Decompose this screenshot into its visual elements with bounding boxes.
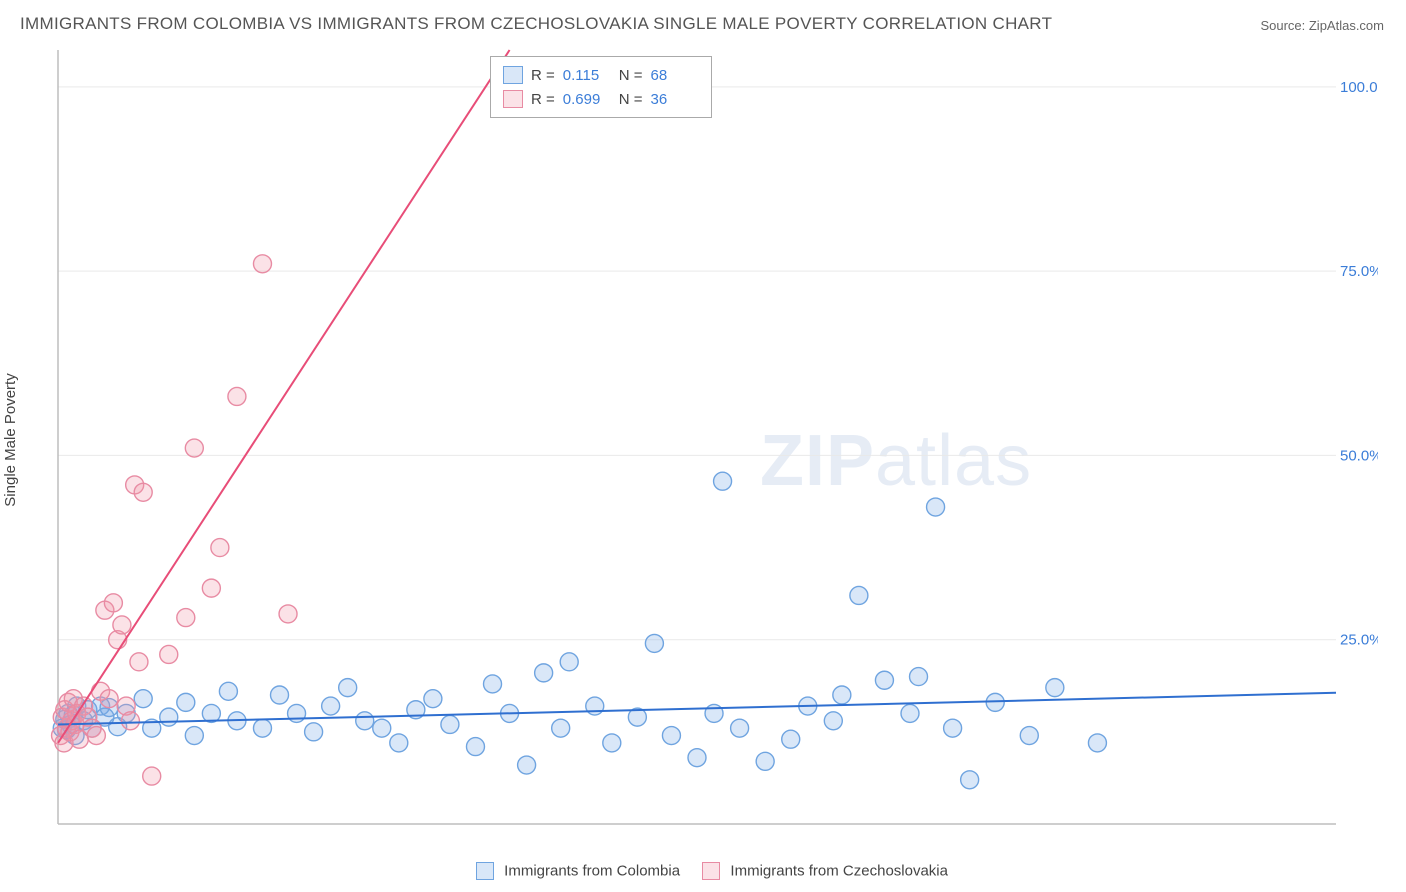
y-tick-label: 50.0% bbox=[1340, 447, 1378, 464]
x-tick-label: 0.0% bbox=[58, 833, 92, 834]
data-point-colombia bbox=[586, 697, 604, 715]
scatter-plot: 25.0% 50.0% 75.0% 100.0% 0.0% 15.0% bbox=[48, 44, 1378, 834]
data-point-colombia bbox=[782, 730, 800, 748]
n-label: N = bbox=[619, 91, 643, 108]
data-point-czech bbox=[121, 712, 139, 730]
data-point-colombia bbox=[645, 634, 663, 652]
r-swatch-czech bbox=[503, 90, 523, 108]
series-legend: Immigrants from Colombia Immigrants from… bbox=[0, 862, 1406, 880]
data-point-czech bbox=[253, 255, 271, 273]
trend-line-colombia bbox=[58, 693, 1336, 725]
r-legend-row-colombia: R = 0.115 N = 68 bbox=[503, 63, 699, 87]
y-axis-label: Single Male Poverty bbox=[2, 373, 19, 506]
y-tick-label: 75.0% bbox=[1340, 263, 1378, 280]
legend-label-czech: Immigrants from Czechoslovakia bbox=[730, 863, 948, 880]
r-swatch-colombia bbox=[503, 66, 523, 84]
data-point-colombia bbox=[756, 752, 774, 770]
data-point-colombia bbox=[1046, 679, 1064, 697]
chart-title: IMMIGRANTS FROM COLOMBIA VS IMMIGRANTS F… bbox=[20, 14, 1052, 34]
data-point-colombia bbox=[518, 756, 536, 774]
data-point-czech bbox=[177, 609, 195, 627]
data-point-colombia bbox=[160, 708, 178, 726]
data-point-czech bbox=[87, 727, 105, 745]
data-point-colombia bbox=[910, 668, 928, 686]
data-point-colombia bbox=[603, 734, 621, 752]
n-value-colombia: 68 bbox=[651, 67, 699, 84]
data-point-colombia bbox=[288, 704, 306, 722]
data-point-czech bbox=[228, 387, 246, 405]
data-point-colombia bbox=[850, 586, 868, 604]
data-point-czech bbox=[130, 653, 148, 671]
data-point-colombia bbox=[875, 671, 893, 689]
data-point-colombia bbox=[961, 771, 979, 789]
y-tick-label: 25.0% bbox=[1340, 632, 1378, 649]
source-credit: Source: ZipAtlas.com bbox=[1260, 18, 1384, 33]
legend-swatch-czech bbox=[702, 862, 720, 880]
data-point-colombia bbox=[688, 749, 706, 767]
data-point-colombia bbox=[305, 723, 323, 741]
data-point-czech bbox=[202, 579, 220, 597]
data-point-czech bbox=[134, 483, 152, 501]
y-tick-label: 100.0% bbox=[1340, 79, 1378, 96]
data-point-colombia bbox=[944, 719, 962, 737]
data-point-colombia bbox=[134, 690, 152, 708]
data-point-colombia bbox=[390, 734, 408, 752]
data-point-colombia bbox=[1088, 734, 1106, 752]
data-point-colombia bbox=[535, 664, 553, 682]
r-value-czech: 0.699 bbox=[563, 91, 611, 108]
data-point-czech bbox=[100, 690, 118, 708]
data-point-colombia bbox=[322, 697, 340, 715]
data-point-colombia bbox=[185, 727, 203, 745]
data-point-colombia bbox=[466, 738, 484, 756]
data-point-czech bbox=[279, 605, 297, 623]
r-value-colombia: 0.115 bbox=[563, 67, 611, 84]
data-point-colombia bbox=[552, 719, 570, 737]
data-point-colombia bbox=[339, 679, 357, 697]
data-point-colombia bbox=[424, 690, 442, 708]
source-link[interactable]: ZipAtlas.com bbox=[1309, 18, 1384, 33]
data-point-colombia bbox=[927, 498, 945, 516]
data-point-czech bbox=[211, 539, 229, 557]
n-value-czech: 36 bbox=[651, 91, 699, 108]
data-point-colombia bbox=[1020, 727, 1038, 745]
legend-label-colombia: Immigrants from Colombia bbox=[504, 863, 680, 880]
data-point-colombia bbox=[824, 712, 842, 730]
data-point-colombia bbox=[560, 653, 578, 671]
trend-line-czech bbox=[58, 50, 510, 743]
x-tick-label: 15.0% bbox=[1293, 833, 1336, 834]
data-point-colombia bbox=[901, 704, 919, 722]
data-point-czech bbox=[185, 439, 203, 457]
data-point-colombia bbox=[177, 693, 195, 711]
n-label: N = bbox=[619, 67, 643, 84]
data-point-colombia bbox=[731, 719, 749, 737]
data-point-colombia bbox=[373, 719, 391, 737]
data-point-czech bbox=[113, 616, 131, 634]
legend-swatch-colombia bbox=[476, 862, 494, 880]
data-point-colombia bbox=[253, 719, 271, 737]
data-point-colombia bbox=[714, 472, 732, 490]
correlation-legend: R = 0.115 N = 68 R = 0.699 N = 36 bbox=[490, 56, 712, 118]
data-point-colombia bbox=[833, 686, 851, 704]
data-point-czech bbox=[104, 594, 122, 612]
data-point-colombia bbox=[271, 686, 289, 704]
r-label: R = bbox=[531, 67, 555, 84]
data-point-czech bbox=[143, 767, 161, 785]
data-point-colombia bbox=[441, 715, 459, 733]
data-point-colombia bbox=[662, 727, 680, 745]
data-point-colombia bbox=[356, 712, 374, 730]
data-point-colombia bbox=[484, 675, 502, 693]
data-point-colombia bbox=[219, 682, 237, 700]
source-prefix: Source: bbox=[1260, 18, 1308, 33]
r-label: R = bbox=[531, 91, 555, 108]
data-point-czech bbox=[160, 645, 178, 663]
r-legend-row-czech: R = 0.699 N = 36 bbox=[503, 87, 699, 111]
